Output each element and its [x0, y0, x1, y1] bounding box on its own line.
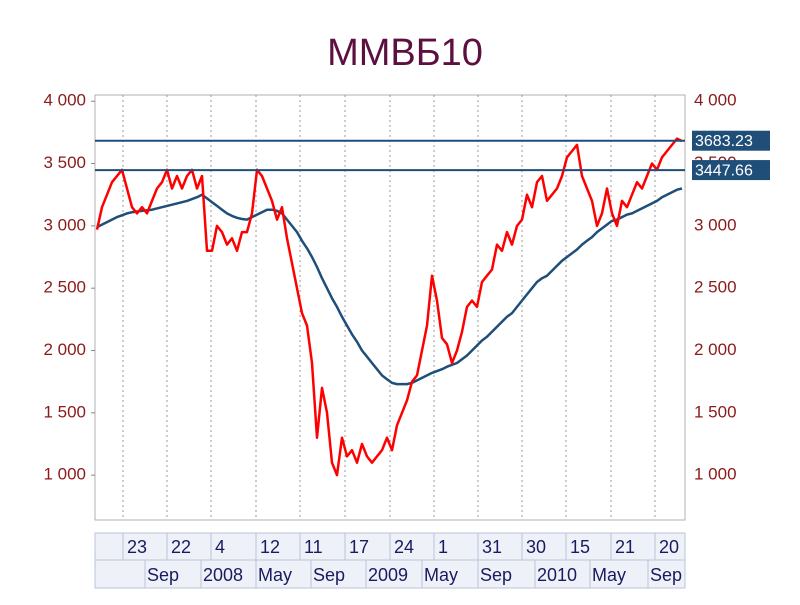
x-tick-label: 2010 — [537, 565, 577, 585]
reference-label: 3683.23 — [695, 133, 753, 150]
y2-tick-label: 2 000 — [694, 340, 737, 359]
x-tick-label: May — [592, 565, 626, 585]
reference-label-box — [692, 130, 770, 151]
x-tick-label: 1 — [438, 537, 448, 557]
y2-tick-label: 1 000 — [694, 465, 737, 484]
data-line — [96, 187, 683, 386]
y2-tick-label: 4 000 — [694, 91, 737, 110]
x-tick-label: May — [258, 565, 292, 585]
x-tick-label: May — [424, 565, 458, 585]
y-tick-label: 1 500 — [43, 402, 86, 421]
x-tick-label: Sep — [650, 565, 682, 585]
x-tick-label: Sep — [480, 565, 512, 585]
y-tick-label: 3 000 — [43, 215, 86, 234]
x-axis-row — [94, 559, 686, 589]
data-line — [95, 137, 683, 477]
y-tick-label: 2 000 — [43, 340, 86, 359]
chart-title: ММВБ10 — [327, 32, 483, 74]
reference-label: 3447.66 — [695, 162, 753, 179]
y-tick-label: 4 000 — [43, 91, 86, 110]
x-tick-label: 11 — [304, 537, 323, 557]
y2-tick-label: 1 500 — [694, 402, 737, 421]
y2-tick-label: 2 500 — [694, 278, 737, 297]
x-tick-label: Sep — [147, 565, 179, 585]
y-tick-label: 2 500 — [43, 278, 86, 297]
x-tick-label: 2009 — [368, 565, 408, 585]
x-tick-label: 17 — [349, 537, 369, 557]
x-tick-label: 15 — [570, 537, 590, 557]
x-tick-label: 31 — [482, 537, 502, 557]
y2-tick-label: 3 000 — [694, 215, 737, 234]
x-tick-label: 23 — [127, 537, 147, 557]
x-tick-label: 24 — [394, 537, 414, 557]
y-tick-label: 1 000 — [43, 465, 86, 484]
x-tick-label: 12 — [260, 537, 280, 557]
reference-label-box — [692, 160, 770, 181]
x-tick-label: 2008 — [203, 565, 243, 585]
x-tick-label: 4 — [215, 537, 225, 557]
x-tick-label: 30 — [526, 537, 546, 557]
x-tick-label: 20 — [659, 537, 679, 557]
x-tick-label: Sep — [313, 565, 345, 585]
x-tick-label: 22 — [171, 537, 191, 557]
x-tick-label: 21 — [615, 537, 635, 557]
y-tick-label: 3 500 — [43, 153, 86, 172]
